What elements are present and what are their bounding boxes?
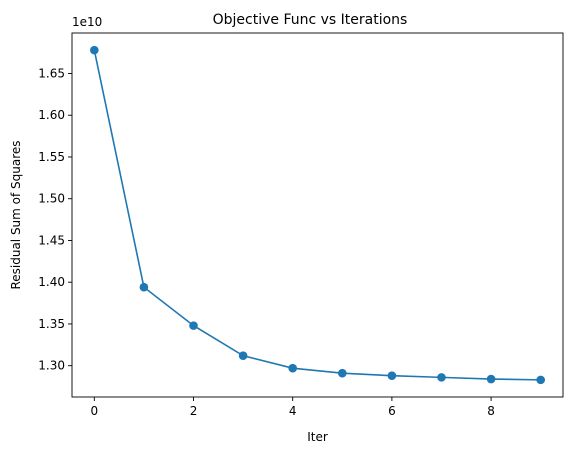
data-point	[139, 282, 149, 292]
chart-title: Objective Func vs Iterations	[213, 12, 408, 28]
y-axis-label: Residual Sum of Squares	[9, 140, 23, 289]
x-tick-label: 2	[190, 404, 198, 418]
x-axis-label: Iter	[307, 430, 328, 444]
data-point	[90, 45, 99, 55]
data-point	[288, 363, 298, 373]
y-axis: 1.30 1.35 1.40 1.45 1.50 1.55 1.60 1.65	[38, 66, 72, 373]
data-points	[90, 45, 545, 385]
y-tick-label: 1.60	[38, 108, 65, 122]
data-point	[536, 375, 545, 385]
y-tick-label: 1.40	[38, 275, 65, 289]
y-tick-label: 1.45	[38, 233, 65, 247]
x-tick-label: 6	[388, 404, 396, 418]
x-tick-label: 4	[289, 404, 297, 418]
y-tick-label: 1.55	[38, 150, 65, 164]
x-axis: 0 2 4 6 8	[90, 397, 495, 418]
data-point	[189, 321, 198, 330]
plot-frame	[71, 32, 564, 398]
data-point	[486, 374, 496, 384]
x-tick-label: 0	[90, 404, 98, 418]
data-point	[337, 368, 347, 378]
y-offset-label: 1e10	[72, 15, 102, 29]
x-tick-label: 8	[487, 404, 495, 418]
y-tick-label: 1.65	[38, 66, 65, 80]
y-tick-label: 1.50	[38, 192, 65, 206]
y-tick-label: 1.35	[38, 317, 65, 331]
y-tick-label: 1.30	[38, 359, 65, 373]
data-point	[387, 371, 397, 381]
data-point	[238, 351, 248, 360]
data-point	[437, 373, 446, 382]
series-line	[93, 49, 541, 381]
